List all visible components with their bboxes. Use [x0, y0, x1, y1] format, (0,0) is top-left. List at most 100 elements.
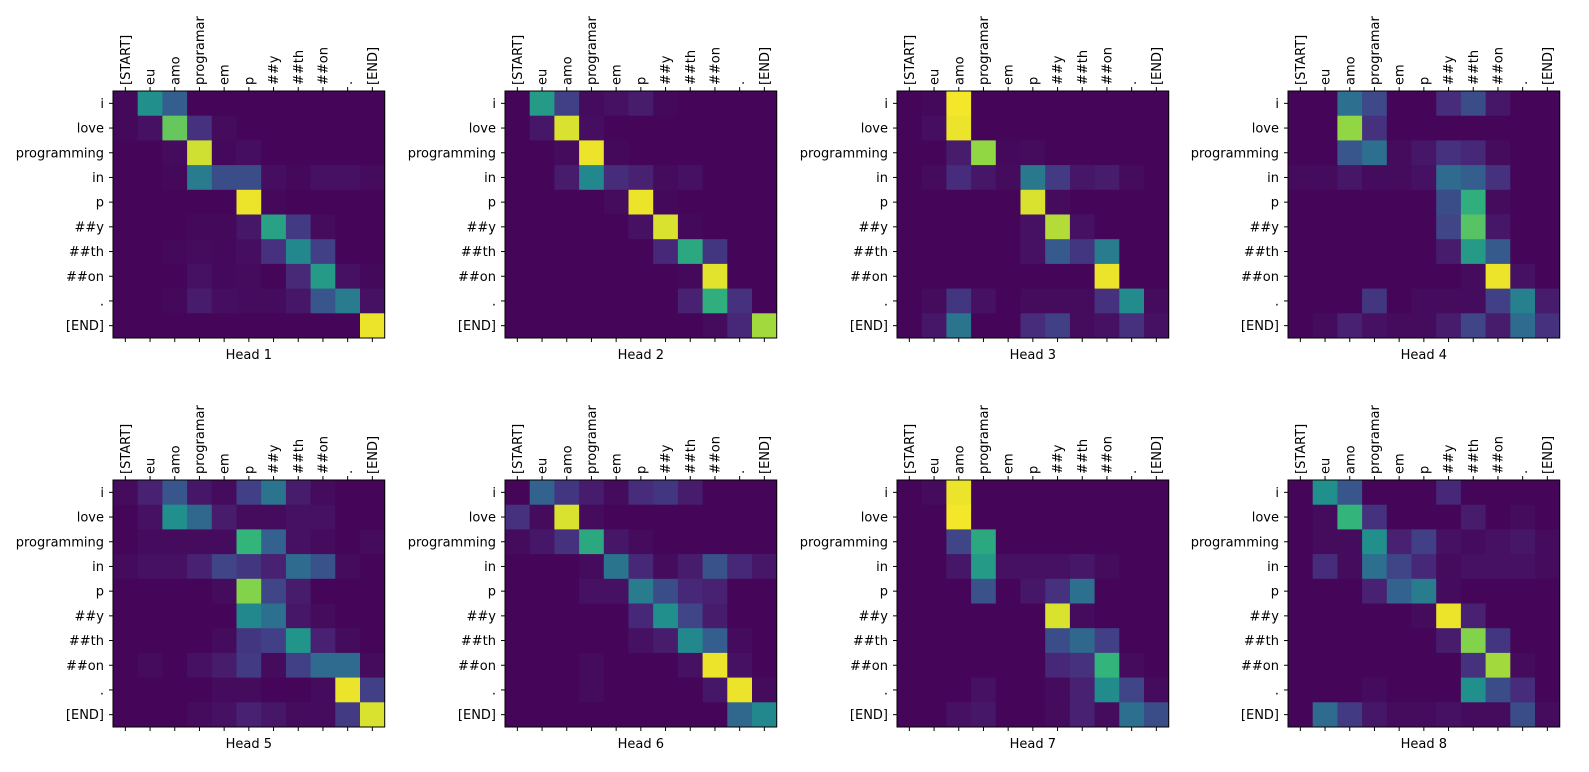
heatmap-cell — [162, 628, 188, 654]
heatmap-cell — [1460, 239, 1486, 265]
heatmap-cell — [946, 140, 972, 166]
heatmap-cell — [285, 263, 311, 289]
heatmap-cell — [946, 628, 972, 654]
heatmap-cell — [995, 677, 1021, 703]
heatmap-cell — [261, 504, 287, 530]
heatmap-cell — [1411, 529, 1437, 555]
heatmap-cell — [727, 263, 753, 289]
heatmap-cell — [310, 239, 336, 265]
heatmap-cell — [1020, 239, 1046, 265]
heatmap-cell — [946, 115, 972, 141]
y-tick-label: ##on — [66, 659, 104, 674]
heatmap-cell — [1362, 165, 1388, 191]
heatmap-cell — [1485, 578, 1511, 604]
heatmap-cell — [971, 554, 997, 580]
y-tick-label: ##th — [461, 245, 496, 260]
heatmap-cell — [1436, 628, 1462, 654]
heatmap-cell — [1510, 165, 1536, 191]
heatmap-cell — [1094, 677, 1120, 703]
heatmap-cell — [579, 140, 605, 166]
heatmap-cell — [921, 702, 947, 728]
x-tick-label: ##y — [267, 444, 282, 474]
heatmap-cell — [702, 529, 728, 555]
heatmap-cell — [1020, 677, 1046, 703]
heatmap-cell — [1485, 239, 1511, 265]
heatmap-cell — [554, 313, 580, 339]
heatmap-cell — [1436, 480, 1462, 506]
heatmap-cell — [946, 214, 972, 240]
heatmap-cell — [285, 504, 311, 530]
heatmap-cell — [1535, 578, 1561, 604]
x-tick-label: eu — [928, 458, 943, 474]
heatmap-cell — [1069, 288, 1095, 314]
heatmap-panel-8: [START] eu amo programar em p ##y ##th ##on. [END… — [1191, 405, 1561, 752]
x-tick-label: ##y — [659, 444, 674, 474]
heatmap-cell — [677, 504, 703, 530]
heatmap-cell — [187, 239, 213, 265]
heatmap-cell — [1288, 504, 1314, 530]
heatmap-cell — [897, 189, 923, 215]
x-tick-label: ##th — [292, 50, 307, 85]
heatmap-cell — [261, 578, 287, 604]
x-tick-label: ##on — [316, 436, 331, 474]
heatmap-cell — [261, 91, 287, 117]
heatmap-cell — [702, 165, 728, 191]
heatmap-cell — [1411, 628, 1437, 654]
heatmap-cell — [335, 189, 361, 215]
heatmap-cell — [897, 140, 923, 166]
heatmap-cell — [1020, 313, 1046, 339]
heatmap-cell — [1436, 677, 1462, 703]
panel-label: Head 3 — [1010, 348, 1056, 363]
heatmap-cell — [971, 140, 997, 166]
heatmap-cell — [1288, 115, 1314, 141]
heatmap-cell — [1312, 115, 1338, 141]
heatmap-cell — [236, 480, 262, 506]
heatmap-cell — [1094, 115, 1120, 141]
heatmap-cell — [1288, 313, 1314, 339]
heatmap-cell — [1337, 189, 1363, 215]
heatmap-cell — [653, 504, 679, 530]
heatmap-cell — [310, 165, 336, 191]
heatmap-cell — [1337, 677, 1363, 703]
heatmap-cell — [921, 313, 947, 339]
heatmap-cell — [752, 578, 778, 604]
heatmap-cell — [1386, 239, 1412, 265]
heatmap-cell — [1411, 214, 1437, 240]
heatmap-cell — [752, 263, 778, 289]
heatmap-cell — [1485, 115, 1511, 141]
heatmap-cell — [995, 554, 1021, 580]
heatmap-cell — [971, 313, 997, 339]
heatmap-cell — [162, 165, 188, 191]
heatmap-cell — [897, 480, 923, 506]
x-tick-label: programar — [193, 16, 208, 85]
y-tick-label: i — [492, 486, 496, 501]
heatmap-cell — [653, 702, 679, 728]
heatmap-cell — [529, 288, 555, 314]
heatmap-cell — [162, 263, 188, 289]
y-tick-label: love — [861, 511, 888, 526]
heatmap-cell — [727, 288, 753, 314]
heatmap-cell — [628, 652, 654, 678]
heatmap-cell — [628, 504, 654, 530]
heatmap-cell — [505, 288, 531, 314]
heatmap-cell — [1337, 603, 1363, 629]
heatmap-cell — [554, 652, 580, 678]
heatmap-cell — [1510, 603, 1536, 629]
y-tick-label: programming — [16, 535, 104, 550]
heatmap-cell — [1288, 189, 1314, 215]
heatmap-cell — [1510, 554, 1536, 580]
heatmap-cell — [1436, 554, 1462, 580]
heatmap-cell — [1436, 189, 1462, 215]
y-tick-label: in — [484, 171, 496, 186]
heatmap-cell — [261, 288, 287, 314]
heatmap-cell — [187, 91, 213, 117]
heatmap-cell — [579, 677, 605, 703]
x-tick-label: ##on — [1100, 47, 1115, 85]
x-tick-label: programar — [1368, 405, 1383, 474]
x-tick-label: ##y — [1051, 444, 1066, 474]
heatmap-cell — [1386, 480, 1412, 506]
y-tick-label: ##on — [850, 659, 888, 674]
heatmap-cell — [1144, 263, 1170, 289]
heatmap-cell — [702, 504, 728, 530]
heatmap-cell — [677, 628, 703, 654]
